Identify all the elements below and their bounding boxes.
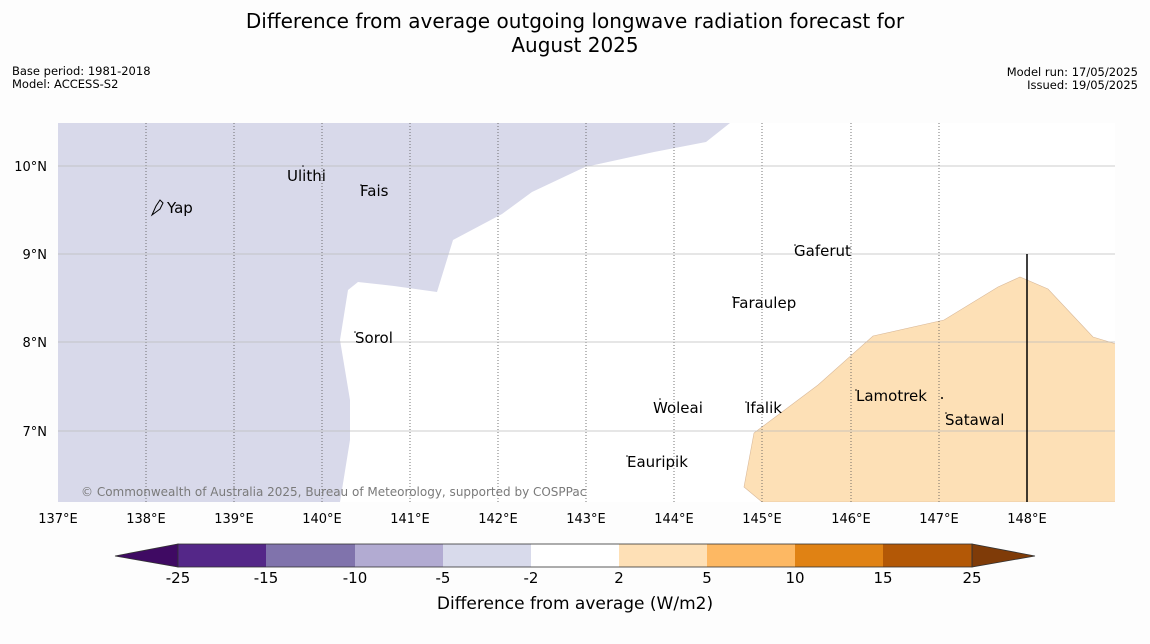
place-label-lamotrek: Lamotrek xyxy=(856,387,927,405)
parallel-lines xyxy=(58,165,1115,432)
model-run: Model run: 17/05/2025 xyxy=(1006,65,1138,79)
colorbar: -25 -15 -10 -5 -2 2 5 10 15 25 xyxy=(114,543,1036,587)
colorbar-tick-10: 25 xyxy=(962,569,981,587)
longitude-labels: 137°E 138°E 139°E 140°E 141°E 142°E 143°… xyxy=(38,512,1047,527)
lon-label-138e: 138°E xyxy=(126,512,166,527)
lon-label-147e: 147°E xyxy=(919,512,959,527)
negative-anomaly-region xyxy=(58,123,730,502)
colorbar-frame xyxy=(177,543,973,568)
colorbar-segment-4 xyxy=(443,544,531,567)
model-name: Model: ACCESS-S2 xyxy=(12,77,119,91)
colorbar-tick-5: -2 xyxy=(524,569,539,587)
colorbar-ticks: -25 -15 -10 -5 -2 2 5 10 15 25 xyxy=(166,569,982,587)
colorbar-segment-8 xyxy=(795,544,883,567)
yap-island-outline xyxy=(150,199,164,217)
lon-label-140e: 140°E xyxy=(302,512,342,527)
place-label-gaferut: Gaferut xyxy=(794,242,851,260)
colorbar-segment-3 xyxy=(355,544,443,567)
colorbar-extend-high xyxy=(971,543,1036,568)
meta-right: Model run: 17/05/2025 Issued: 19/05/2025 xyxy=(1007,66,1138,92)
lat-label-9n: 9°N xyxy=(23,248,48,263)
map-panel: Ulithi Fais Yap Gaferut Faraulep Sorol L… xyxy=(58,123,1115,502)
place-label-eauripik: Eauripik xyxy=(627,453,688,471)
colorbar-tick-4: -5 xyxy=(436,569,451,587)
place-label-ulithi: Ulithi xyxy=(287,167,326,185)
place-label-satawal: Satawal xyxy=(945,411,1004,429)
lat-label-8n: 8°N xyxy=(23,336,48,351)
lon-label-139e: 139°E xyxy=(214,512,254,527)
colorbar-title: Difference from average (W/m2) xyxy=(436,594,714,614)
place-label-sorol: Sorol xyxy=(355,329,393,347)
colorbar-segment-2 xyxy=(266,544,355,567)
positive-anomaly-region xyxy=(743,276,1115,502)
lon-label-146e: 146°E xyxy=(831,512,871,527)
place-label-woleai: Woleai xyxy=(653,399,703,417)
title-line-1: Difference from average outgoing longwav… xyxy=(245,9,905,33)
map-title: Difference from average outgoing longwav… xyxy=(0,9,1150,57)
colorbar-tick-9: 15 xyxy=(873,569,892,587)
lon-label-145e: 145°E xyxy=(742,512,782,527)
lat-label-7n: 7°N xyxy=(23,425,48,440)
colorbar-tick-3: -10 xyxy=(343,569,368,587)
colorbar-tick-8: 10 xyxy=(785,569,804,587)
colorbar-extend-low xyxy=(114,543,179,568)
colorbar-segment-1 xyxy=(178,544,266,567)
colorbar-segment-9 xyxy=(883,544,972,567)
meridian-lines xyxy=(145,123,940,502)
island-dots xyxy=(302,165,947,457)
lat-label-10n: 10°N xyxy=(14,160,47,175)
colorbar-tick-2: -15 xyxy=(254,569,279,587)
lon-label-137e: 137°E xyxy=(38,512,78,527)
colorbar-tick-7: 5 xyxy=(702,569,712,587)
place-label-yap: Yap xyxy=(166,199,193,217)
place-label-faraulep: Faraulep xyxy=(732,294,796,312)
attribution-text: © Commonwealth of Australia 2025, Bureau… xyxy=(81,485,586,499)
lon-label-143e: 143°E xyxy=(566,512,606,527)
colorbar-segment-7 xyxy=(707,544,795,567)
lon-label-142e: 142°E xyxy=(478,512,518,527)
colorbar-segment-6 xyxy=(619,544,707,567)
base-period: Base period: 1981-2018 xyxy=(12,64,151,78)
place-labels: Ulithi Fais Yap Gaferut Faraulep Sorol L… xyxy=(166,167,1004,471)
place-label-fais: Fais xyxy=(360,182,389,200)
latitude-labels: 10°N 9°N 8°N 7°N xyxy=(14,160,47,440)
lon-label-141e: 141°E xyxy=(390,512,430,527)
place-label-ifalik: Ifalik xyxy=(746,399,782,417)
issued-date: Issued: 19/05/2025 xyxy=(1027,78,1138,92)
colorbar-tick-6: 2 xyxy=(614,569,624,587)
lon-label-148e: 148°E xyxy=(1007,512,1047,527)
lon-label-144e: 144°E xyxy=(654,512,694,527)
title-line-2: August 2025 xyxy=(511,33,639,57)
colorbar-tick-1: -25 xyxy=(166,569,191,587)
meta-left: Base period: 1981-2018 Model: ACCESS-S2 xyxy=(12,65,151,91)
colorbar-segment-5 xyxy=(531,544,619,567)
